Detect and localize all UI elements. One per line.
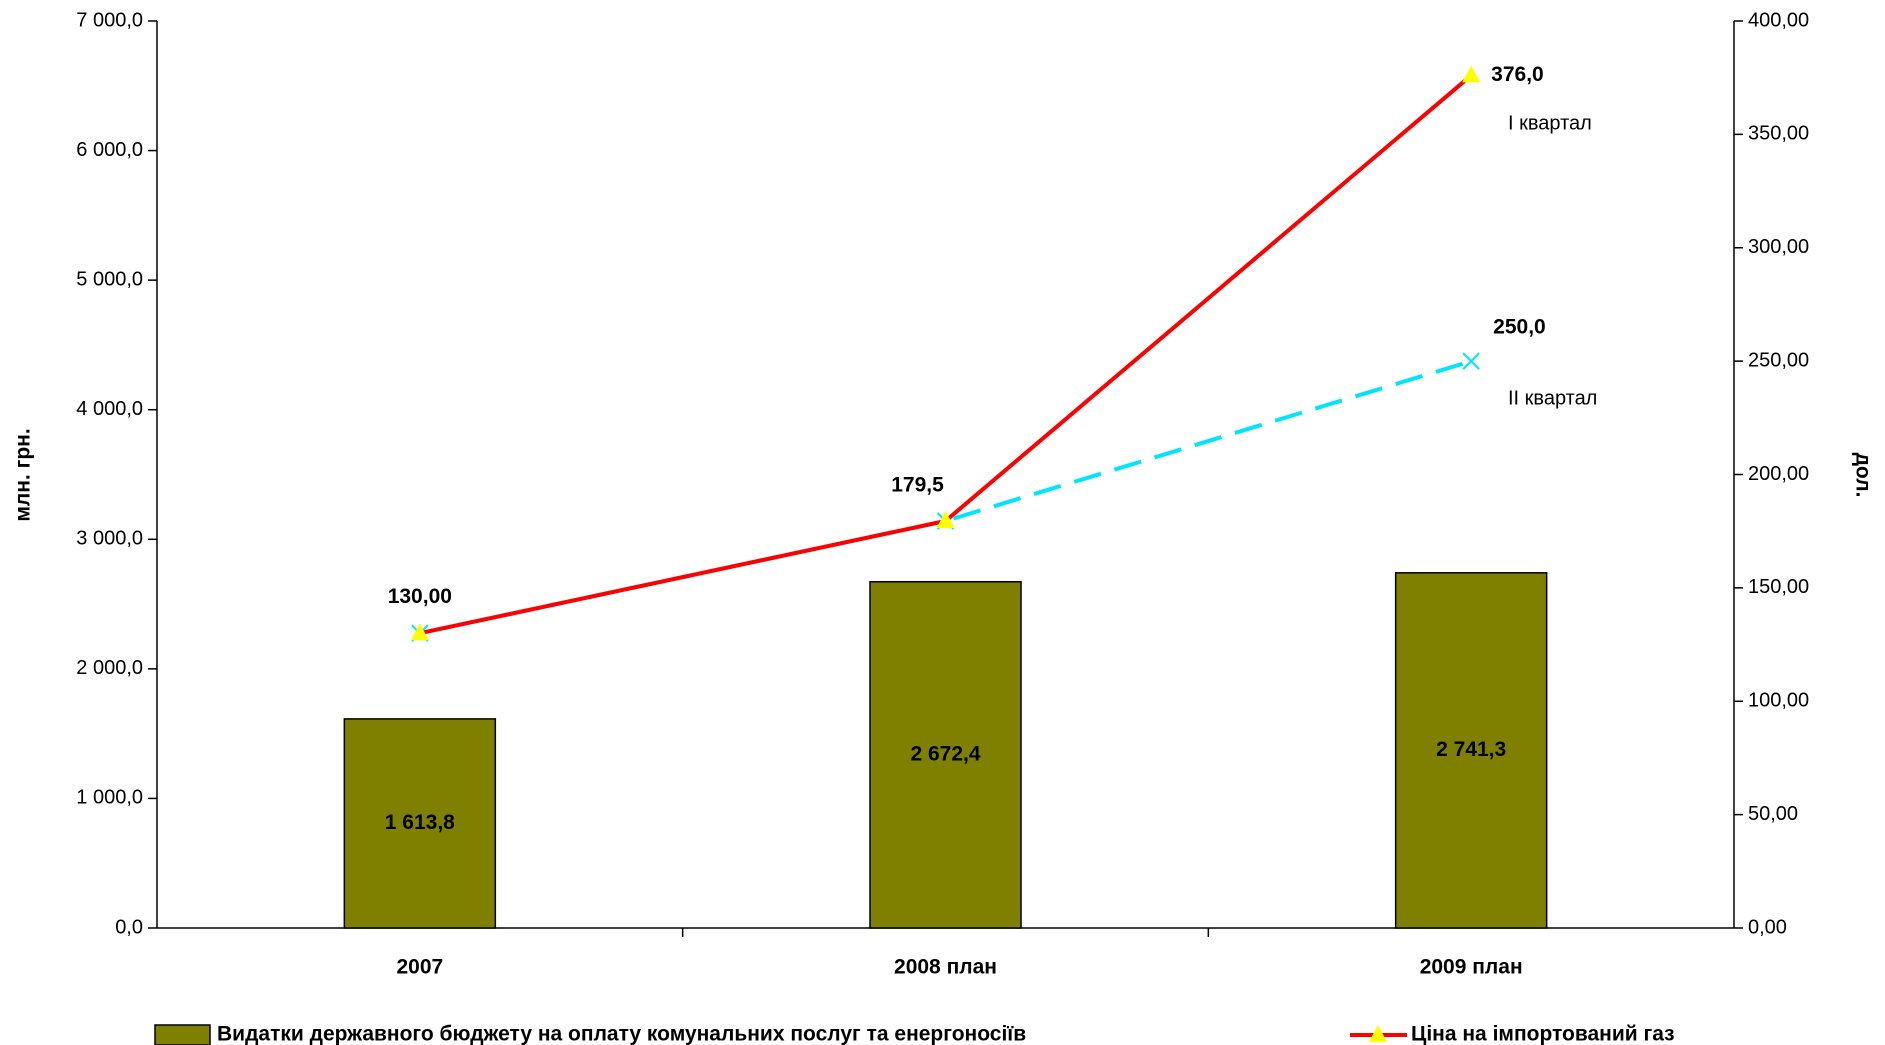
line-value-label: 376,0 <box>1491 63 1544 86</box>
y2-tick-label: 300,00 <box>1748 236 1809 258</box>
marker <box>936 510 955 528</box>
y-tick-label: 2 000,0 <box>76 657 143 679</box>
line-value-label: 179,5 <box>891 474 944 497</box>
bar-value-label: 1 613,8 <box>385 811 455 834</box>
legend-label: Видатки державного бюджету на оплату ком… <box>217 1023 1026 1045</box>
legend-marker <box>1369 1025 1387 1042</box>
y2-tick-label: 350,00 <box>1748 123 1809 145</box>
y2-axis-label: дол. <box>1851 453 1874 498</box>
y2-tick-label: 200,00 <box>1748 463 1809 485</box>
y-tick-label: 7 000,0 <box>76 9 143 31</box>
y2-tick-label: 0,00 <box>1748 916 1787 938</box>
y2-tick-label: 100,00 <box>1748 690 1809 712</box>
line-value-label: 250,0 <box>1493 316 1546 339</box>
x-tick-label: 2009 план <box>1420 956 1523 979</box>
y-tick-label: 1 000,0 <box>76 787 143 809</box>
x-tick-label: 2008 план <box>894 956 997 979</box>
line-value-label: 130,00 <box>388 585 452 608</box>
bar <box>1394 572 1548 929</box>
y-axis-label: млн. грн. <box>12 428 35 521</box>
bar <box>343 718 497 929</box>
x-tick-label: 2007 <box>396 956 443 979</box>
annotation: II квартал <box>1508 387 1597 409</box>
legend-label: Ціна на імпортований газ <box>1411 1023 1675 1045</box>
y2-tick-label: 250,00 <box>1748 349 1809 371</box>
y2-tick-label: 400,00 <box>1748 9 1809 31</box>
y2-tick-label: 150,00 <box>1748 576 1809 598</box>
y-tick-label: 3 000,0 <box>76 528 143 550</box>
y-tick-label: 5 000,0 <box>76 268 143 290</box>
marker <box>1462 65 1481 83</box>
bar <box>869 580 1022 929</box>
bar-value-label: 2 672,4 <box>910 742 980 765</box>
marker <box>410 623 429 641</box>
y2-tick-label: 50,00 <box>1748 803 1798 825</box>
marker <box>1462 352 1480 370</box>
y-tick-label: 6 000,0 <box>76 139 143 161</box>
bar-value-label: 2 741,3 <box>1436 738 1506 761</box>
annotation: I квартал <box>1508 112 1592 134</box>
y-tick-label: 4 000,0 <box>76 398 143 420</box>
y-tick-label: 0,0 <box>115 916 143 938</box>
legend-swatch <box>154 1024 211 1045</box>
